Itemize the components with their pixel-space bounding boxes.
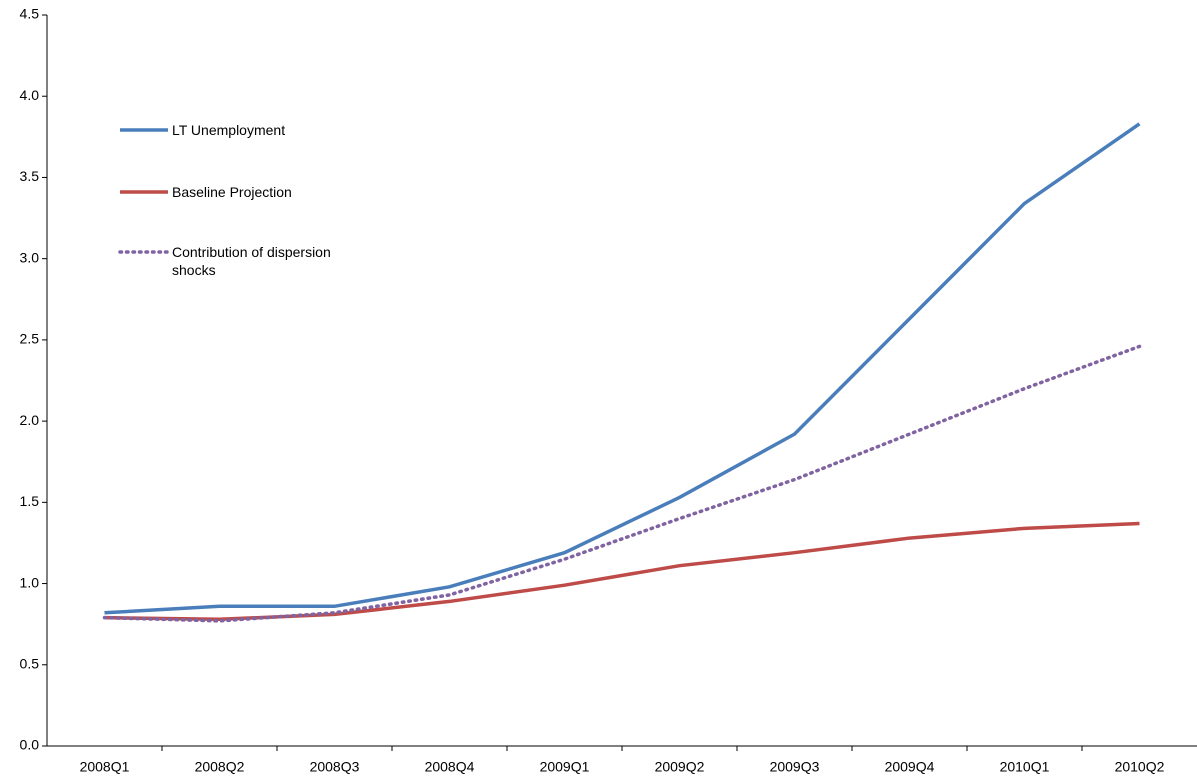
y-tick-label: 0.0 — [20, 737, 40, 753]
y-tick-label: 1.5 — [20, 493, 40, 509]
y-tick-label: 2.5 — [20, 331, 40, 347]
x-tick-label: 2009Q4 — [885, 759, 935, 775]
x-tick-label: 2008Q3 — [310, 759, 360, 775]
x-tick-label: 2010Q2 — [1115, 759, 1165, 775]
legend-label: LT Unemployment — [172, 122, 286, 138]
y-tick-label: 2.0 — [20, 412, 40, 428]
x-tick-label: 2008Q1 — [80, 759, 130, 775]
y-tick-label: 3.0 — [20, 249, 40, 265]
x-tick-label: 2009Q3 — [770, 759, 820, 775]
series-line — [102, 344, 1142, 623]
series-line — [104, 122, 1141, 615]
x-tick-label: 2010Q1 — [1000, 759, 1050, 775]
x-tick-label: 2009Q1 — [540, 759, 590, 775]
series-line — [104, 521, 1140, 622]
x-tick-label: 2009Q2 — [655, 759, 705, 775]
y-tick-label: 0.5 — [20, 655, 40, 671]
legend-label: Contribution of dispersion shocks — [172, 244, 331, 278]
y-tick-label: 4.0 — [20, 87, 40, 103]
y-tick-label: 1.0 — [20, 574, 40, 590]
y-tick-label: 3.5 — [20, 168, 40, 184]
x-tick-label: 2008Q4 — [425, 759, 475, 775]
y-tick-label: 4.5 — [20, 6, 40, 22]
x-tick-label: 2008Q2 — [195, 759, 245, 775]
legend-label: Baseline Projection — [172, 184, 292, 200]
